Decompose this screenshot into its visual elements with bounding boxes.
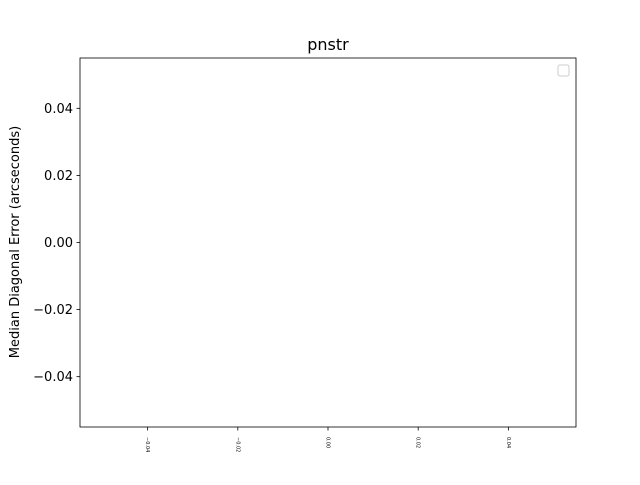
y-tick-label: −0.02 bbox=[33, 303, 73, 318]
chart-title: pnstr bbox=[307, 35, 349, 54]
y-tick-label: −0.04 bbox=[33, 370, 73, 385]
x-tick-label: 0.00 bbox=[325, 437, 331, 448]
axis-ticks: 0.04 0.02 0.00 −0.02 −0.04 −0.04 −0.02 0.00 0.02… bbox=[33, 102, 511, 453]
x-tick-label: −0.02 bbox=[234, 437, 240, 452]
y-tick-label: 0.00 bbox=[44, 236, 73, 251]
legend-box bbox=[557, 64, 570, 77]
y-axis-label: Median Diagonal Error (arcseconds) bbox=[8, 126, 23, 358]
x-tick-label: −0.04 bbox=[144, 437, 150, 452]
plot-area bbox=[79, 57, 577, 428]
x-tick-label: 0.02 bbox=[415, 437, 421, 448]
x-tick-label: 0.04 bbox=[505, 437, 511, 448]
y-tick-label: 0.04 bbox=[44, 102, 73, 117]
y-tick-label: 0.02 bbox=[44, 169, 73, 184]
